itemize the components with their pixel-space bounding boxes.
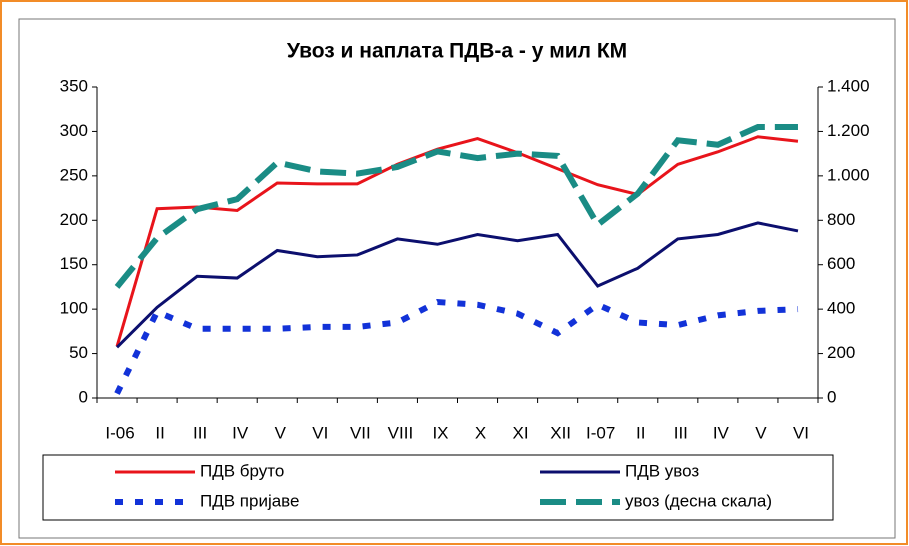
x-tick-label: V: [275, 423, 287, 442]
x-tick-label: VI: [793, 423, 809, 442]
y2-tick-label: 0: [827, 387, 836, 406]
x-tick-label: IV: [232, 423, 249, 442]
x-tick-label: XII: [550, 423, 571, 442]
x-tick-label: XI: [513, 423, 529, 442]
x-tick-label: III: [674, 423, 688, 442]
chart-frame: [18, 18, 896, 539]
x-tick-label: I-07: [586, 423, 615, 442]
y2-tick-label: 800: [827, 210, 855, 229]
series-line: [114, 123, 798, 289]
series-line: [115, 135, 799, 347]
legend-label: увоз (десна скала): [625, 491, 772, 510]
y-tick-label: 350: [60, 76, 88, 95]
y2-tick-label: 600: [827, 254, 855, 273]
series-line: [115, 221, 799, 349]
y2-tick-label: 1.400: [827, 76, 870, 95]
y2-tick-label: 400: [827, 299, 855, 318]
legend-label: ПДВ увоз: [625, 461, 699, 480]
y2-tick-label: 1.200: [827, 121, 870, 140]
x-tick-label: I-06: [105, 423, 134, 442]
y-tick-label: 150: [60, 254, 88, 273]
legend-label: ПДВ пријаве: [200, 491, 299, 510]
x-tick-label: II: [636, 423, 645, 442]
x-tick-label: X: [475, 423, 486, 442]
x-tick-label: III: [193, 423, 207, 442]
chart-title: Увоз и наплата ПДВ-а - у мил КМ: [287, 40, 627, 63]
y-tick-label: 300: [60, 121, 88, 140]
y2-tick-label: 200: [827, 343, 855, 362]
x-tick-label: IX: [432, 423, 448, 442]
x-tick-label: VI: [312, 423, 328, 442]
legend-box: [42, 454, 834, 521]
x-tick-label: IV: [713, 423, 730, 442]
x-tick-label: VIII: [388, 423, 414, 442]
y-tick-label: 100: [60, 299, 88, 318]
x-tick-label: VII: [350, 423, 371, 442]
series-line: [114, 298, 799, 395]
y-tick-label: 200: [60, 210, 88, 229]
legend-label: ПДВ бруто: [200, 461, 284, 480]
x-tick-label: V: [755, 423, 767, 442]
y-tick-label: 0: [79, 387, 88, 406]
y2-tick-label: 1.000: [827, 165, 870, 184]
x-tick-label: II: [155, 423, 164, 442]
y-tick-label: 50: [69, 343, 88, 362]
y-tick-label: 250: [60, 165, 88, 184]
